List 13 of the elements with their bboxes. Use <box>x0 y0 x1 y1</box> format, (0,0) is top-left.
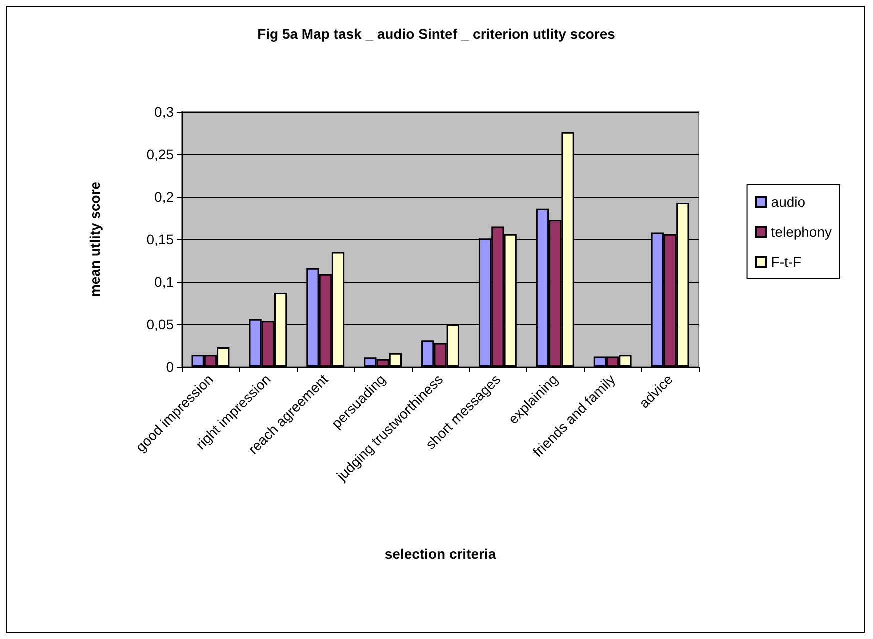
y-tick-label: 0,3 <box>154 104 174 120</box>
y-axis-title: mean utlity score <box>87 182 103 298</box>
y-tick-label: 0,05 <box>146 316 174 332</box>
legend-label: audio <box>771 194 806 210</box>
legend-label: F-t-F <box>771 254 802 270</box>
y-tick-label: 0,2 <box>154 189 174 205</box>
chart-title: Fig 5a Map task _ audio Sintef _ criterion utlity scores <box>258 26 616 42</box>
y-tick-label: 0,25 <box>146 146 174 162</box>
y-tick-label: 0 <box>166 359 174 375</box>
y-tick-label: 0,15 <box>146 232 174 248</box>
y-tick-label: 0,1 <box>154 274 174 290</box>
legend-label: telephony <box>771 224 832 240</box>
x-axis-title: selection criteria <box>384 546 496 562</box>
